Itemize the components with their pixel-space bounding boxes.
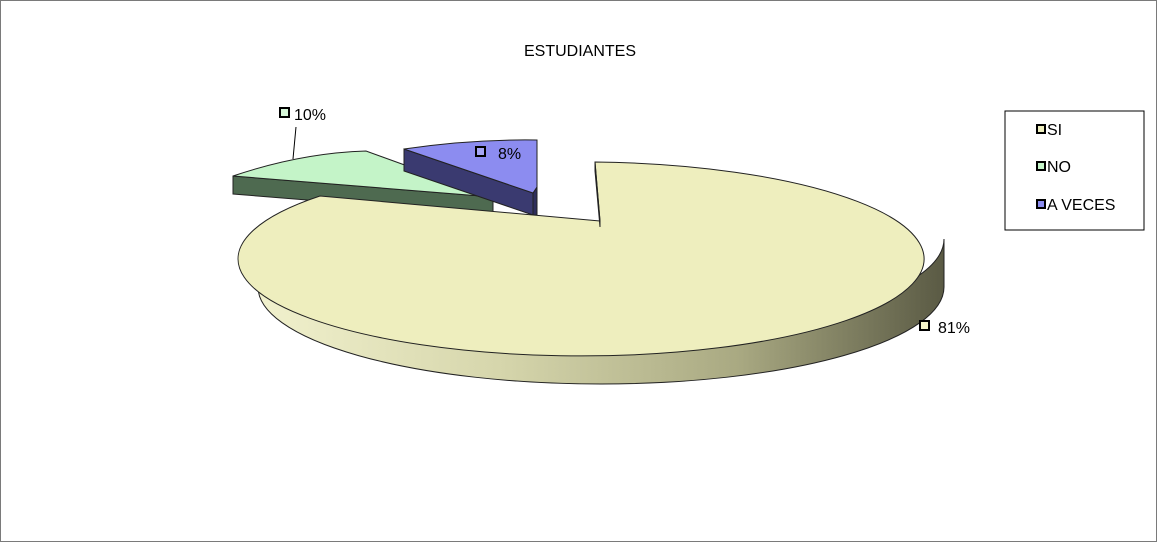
label-key-no	[279, 107, 290, 118]
legend-swatch-si	[1036, 124, 1046, 134]
legend-swatch-a-veces	[1036, 199, 1046, 209]
legend-swatch-no	[1036, 161, 1046, 171]
legend-label-si: SI	[1047, 122, 1062, 139]
legend-label-a-veces: A VECES	[1047, 197, 1115, 214]
slice-no-top	[232, 150, 494, 198]
label-key-a-veces	[475, 146, 486, 157]
label-value-si: 81%	[938, 320, 970, 337]
slice-si-top	[237, 161, 925, 357]
chart-title: ESTUDIANTES	[524, 43, 636, 60]
legend-label-no: NO	[1047, 159, 1071, 176]
data-label-si: 81%	[919, 320, 970, 337]
legend: SI NO A VECES	[1004, 110, 1145, 231]
slice-si	[237, 161, 945, 385]
legend-item-no: NO	[1036, 159, 1071, 176]
slice-a-veces-top	[403, 139, 538, 194]
slice-a-veces	[403, 139, 538, 216]
leader-line-no	[292, 126, 297, 160]
legend-item-si: SI	[1036, 122, 1062, 139]
legend-box	[1004, 110, 1145, 231]
legend-item-a-veces: A VECES	[1036, 197, 1115, 214]
data-label-no: 10%	[279, 107, 326, 160]
label-key-si	[919, 320, 930, 331]
label-value-a-veces: 8%	[498, 146, 521, 163]
slice-si-cut-face	[594, 161, 601, 228]
label-value-no: 10%	[294, 107, 326, 124]
data-label-a-veces: 8%	[475, 146, 521, 163]
